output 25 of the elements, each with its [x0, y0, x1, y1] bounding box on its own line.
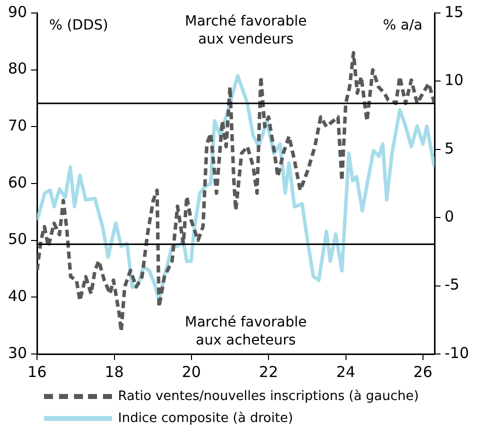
y2-tick-label: 10	[444, 71, 464, 90]
y-tick-label: 60	[8, 173, 28, 192]
annotation: Marché favorable aux vendeurs	[184, 14, 307, 48]
y-tick-label: 50	[8, 230, 28, 248]
x-tick-label: 20	[182, 362, 201, 381]
y-tick-label: 90	[8, 2, 28, 21]
y2-axis-title: % a/a	[382, 18, 422, 34]
y2-tick-label: 15	[444, 2, 464, 21]
y-axis-title: % (DDS)	[49, 18, 108, 34]
y2-tick-label: -10	[444, 344, 469, 362]
x-tick-label: 22	[259, 362, 278, 381]
y-tick-label: 40	[8, 287, 28, 306]
annotation: Marché favorable aux acheteurs	[184, 314, 307, 349]
x-tick-label: 16	[28, 362, 47, 381]
legend-label: Indice composite (à droite)	[118, 411, 294, 426]
x-tick-label: 24	[336, 362, 356, 381]
y2-tick-label: 0	[444, 207, 454, 226]
x-tick-label: 26	[413, 362, 432, 381]
legend-label: Ratio ventes/nouvelles inscriptions (à gauche)	[118, 389, 419, 404]
y2-tick-label: -5	[444, 276, 460, 294]
y-tick-label: 70	[8, 116, 28, 135]
x-tick-label: 18	[104, 362, 124, 381]
y2-tick-label: 5	[444, 139, 454, 158]
y-tick-label: 80	[8, 60, 28, 78]
y-tick-label: 30	[8, 344, 28, 362]
